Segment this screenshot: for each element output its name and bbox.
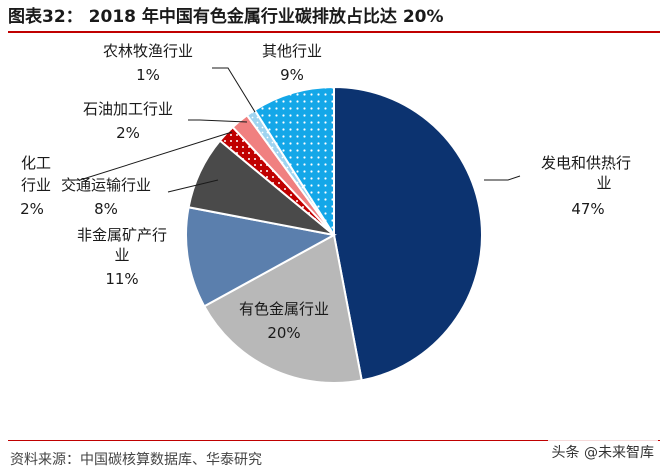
slice-label-nonferrous: 有色金属行业 (239, 300, 329, 318)
slice-label-petroleum: 石油加工行业 (83, 100, 173, 118)
slice-labels: 发电和供热行业47%有色金属行业20%非金属矿产行业11%交通运输行业8%化工行… (20, 42, 631, 342)
slice-value-nonmetal: 11% (105, 270, 138, 288)
leader-line-agri (212, 67, 256, 113)
slice-label-chemical: 行业 (21, 176, 51, 194)
leader-line-transport (167, 179, 219, 193)
leader-line-chemical (66, 131, 233, 181)
slice-label-other: 其他行业 (262, 42, 322, 60)
title-rule (8, 31, 660, 33)
source-note: 资料来源：中国碳核算数据库、华泰研究 (10, 452, 262, 468)
slice-value-transport: 8% (94, 200, 118, 218)
slice-label-nonmetal: 非金属矿产行 (77, 226, 167, 244)
pie-slices (185, 85, 483, 384)
pie-slice-other (253, 85, 335, 239)
slice-value-other: 9% (280, 66, 304, 84)
leader-lines (66, 67, 521, 193)
slice-label-nonmetal: 业 (114, 246, 129, 264)
slice-label-transport: 交通运输行业 (61, 176, 151, 194)
slice-label-agri: 农林牧渔行业 (103, 42, 193, 60)
slice-label-power: 业 (596, 174, 611, 192)
pie-slice-nonferrous (202, 233, 363, 384)
slice-value-nonferrous: 20% (267, 324, 300, 342)
chart-title: 图表32： 2018 年中国有色金属行业碳排放占比达 20% (8, 4, 660, 30)
figure-title: 2018 年中国有色金属行业碳排放占比达 20% (88, 7, 444, 27)
pie-chart: 发电和供热行业47%有色金属行业20%非金属矿产行业11%交通运输行业8%化工行… (20, 42, 631, 384)
slice-value-chemical: 2% (20, 200, 44, 218)
slice-value-agri: 1% (136, 66, 160, 84)
pie-slice-power (333, 85, 483, 382)
slice-label-chemical: 化工 (21, 154, 51, 172)
leader-line-power (484, 175, 521, 181)
watermark: 头条 @未来智库 (547, 440, 658, 464)
figure-number: 图表32： (8, 7, 83, 27)
slice-label-power: 发电和供热行 (541, 154, 631, 172)
source-rule (8, 440, 660, 441)
slice-value-petroleum: 2% (116, 124, 140, 142)
pie-slice-nonmetal (185, 206, 337, 308)
leader-line-petroleum (188, 119, 248, 123)
slice-value-power: 47% (571, 200, 604, 218)
